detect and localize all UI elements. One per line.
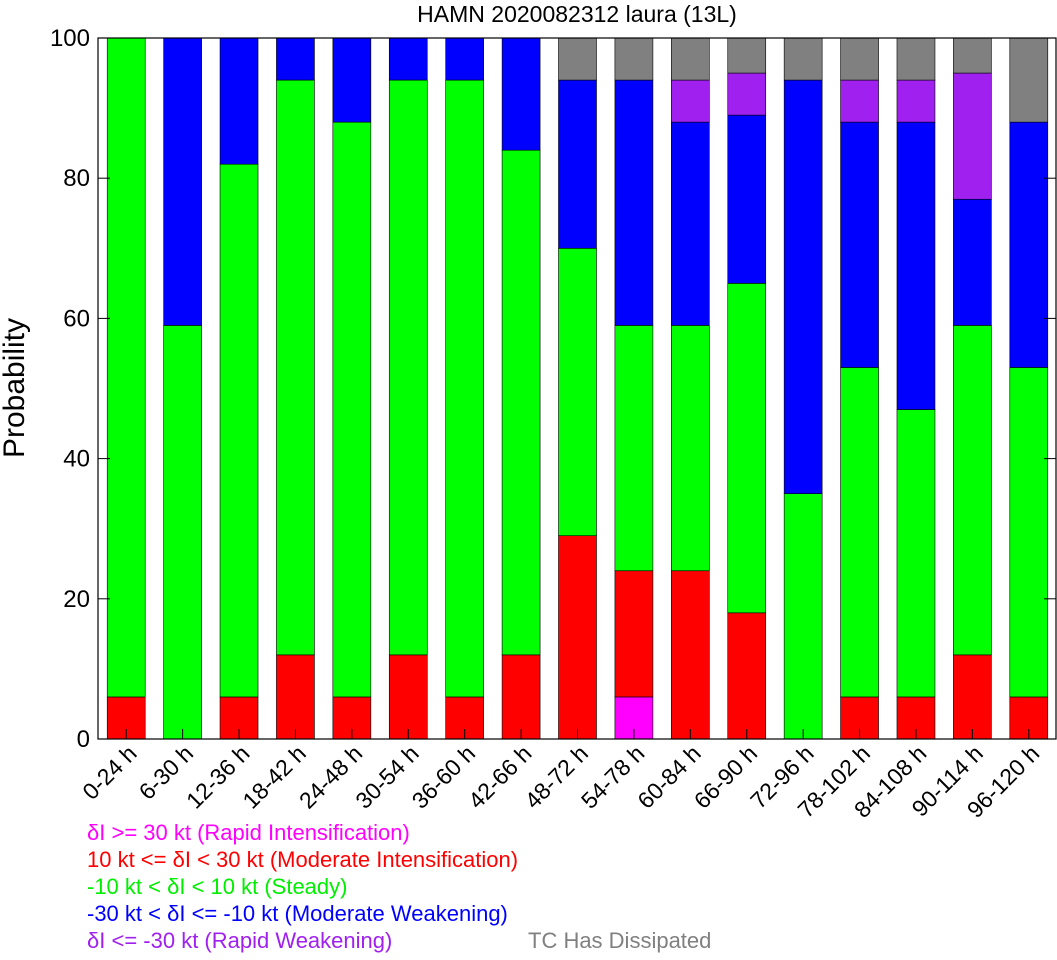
bar-segment-2-2 [219, 163, 259, 698]
bar-segment-3-1 [276, 654, 315, 740]
bar-segment-15-1 [953, 654, 992, 740]
y-tick-label: 60 [63, 305, 90, 332]
axes-layer [97, 37, 1057, 740]
bar-segment-8-5 [558, 37, 597, 81]
bar-segment-13-4 [840, 79, 879, 123]
bar-segment-13-2 [840, 367, 879, 698]
bar-segment-13-5 [840, 37, 879, 81]
bar-segment-12-5 [783, 37, 823, 81]
bar-segment-15-2 [953, 325, 992, 656]
bar-segment-7-2 [501, 149, 541, 656]
bar-segment-14-3 [896, 121, 936, 410]
y-tick-label: 20 [63, 586, 90, 613]
bar-segment-8-1 [558, 535, 597, 740]
bar-segment-15-4 [953, 72, 992, 200]
legend-item-rapid-intensification: δI >= 30 kt (Rapid Intensification) [87, 820, 410, 845]
y-tick-labels: 0 20 40 60 80 100 [50, 25, 90, 753]
bar-segment-16-2 [1009, 367, 1049, 698]
bar-segment-1-3 [163, 37, 202, 326]
bar-segment-5-2 [388, 79, 428, 656]
bar-segment-5-3 [388, 37, 428, 81]
bar-segment-10-4 [671, 79, 710, 123]
bar-segment-10-1 [671, 570, 710, 740]
bar-segment-3-3 [276, 37, 315, 81]
bar-segment-9-1 [614, 570, 654, 698]
bar-segment-14-4 [896, 79, 936, 123]
bar-segment-12-2 [783, 493, 823, 740]
bar-segment-15-3 [953, 198, 992, 326]
bar-segment-8-3 [558, 79, 597, 249]
bar-segment-7-3 [501, 37, 541, 151]
bar-segment-10-5 [671, 37, 710, 81]
bars-layer [106, 37, 1049, 740]
bar-segment-3-2 [276, 79, 315, 656]
bar-segment-6-3 [445, 37, 484, 81]
bar-segment-16-5 [1009, 37, 1049, 123]
bar-segment-11-3 [727, 114, 767, 284]
bar-segment-4-2 [332, 121, 372, 698]
bar-segment-13-3 [840, 121, 879, 368]
legend-item-tc-dissipated: TC Has Dissipated [528, 928, 712, 953]
bar-segment-5-1 [388, 654, 428, 740]
bar-segment-4-3 [332, 37, 372, 123]
chart-title: HAMN 2020082312 laura (13L) [417, 1, 737, 27]
bar-segment-0-2 [106, 37, 146, 698]
bar-segment-9-2 [614, 325, 654, 572]
legend-item-moderate-weakening: -30 kt < δI <= -10 kt (Moderate Weakenin… [87, 901, 508, 926]
bar-segment-7-1 [501, 654, 541, 740]
bar-segment-9-3 [614, 79, 654, 326]
bar-segment-14-5 [896, 37, 936, 81]
bar-segment-15-5 [953, 37, 992, 74]
bar-segment-16-3 [1009, 121, 1049, 368]
y-tick-label: 80 [63, 165, 90, 192]
bar-segment-11-2 [727, 283, 767, 614]
y-tick-label: 40 [63, 446, 90, 473]
bar-segment-11-5 [727, 37, 767, 74]
bar-segment-10-2 [671, 325, 710, 572]
y-axis-label: Probability [0, 318, 31, 458]
y-tick-label: 100 [50, 25, 90, 52]
bar-segment-8-2 [558, 248, 597, 537]
y-tick-label: 0 [77, 726, 90, 753]
bar-segment-11-4 [727, 72, 767, 116]
bar-segment-9-5 [614, 37, 654, 81]
legend-item-moderate-intensification: 10 kt <= δI < 30 kt (Moderate Intensific… [87, 847, 519, 872]
x-tick-labels: 0-24 h6-30 h12-36 h18-42 h24-48 h30-54 h… [77, 740, 1044, 823]
legend-item-steady: -10 kt < δI < 10 kt (Steady) [87, 874, 348, 899]
bar-segment-11-1 [727, 612, 767, 740]
bar-segment-12-3 [783, 79, 823, 494]
legend-item-rapid-weakening: δI <= -30 kt (Rapid Weakening) [87, 928, 393, 953]
bar-segment-10-3 [671, 121, 710, 326]
bar-segment-1-2 [163, 325, 202, 740]
bar-segment-14-2 [896, 409, 936, 698]
bar-segment-2-3 [219, 37, 259, 165]
bar-segment-6-2 [445, 79, 484, 698]
